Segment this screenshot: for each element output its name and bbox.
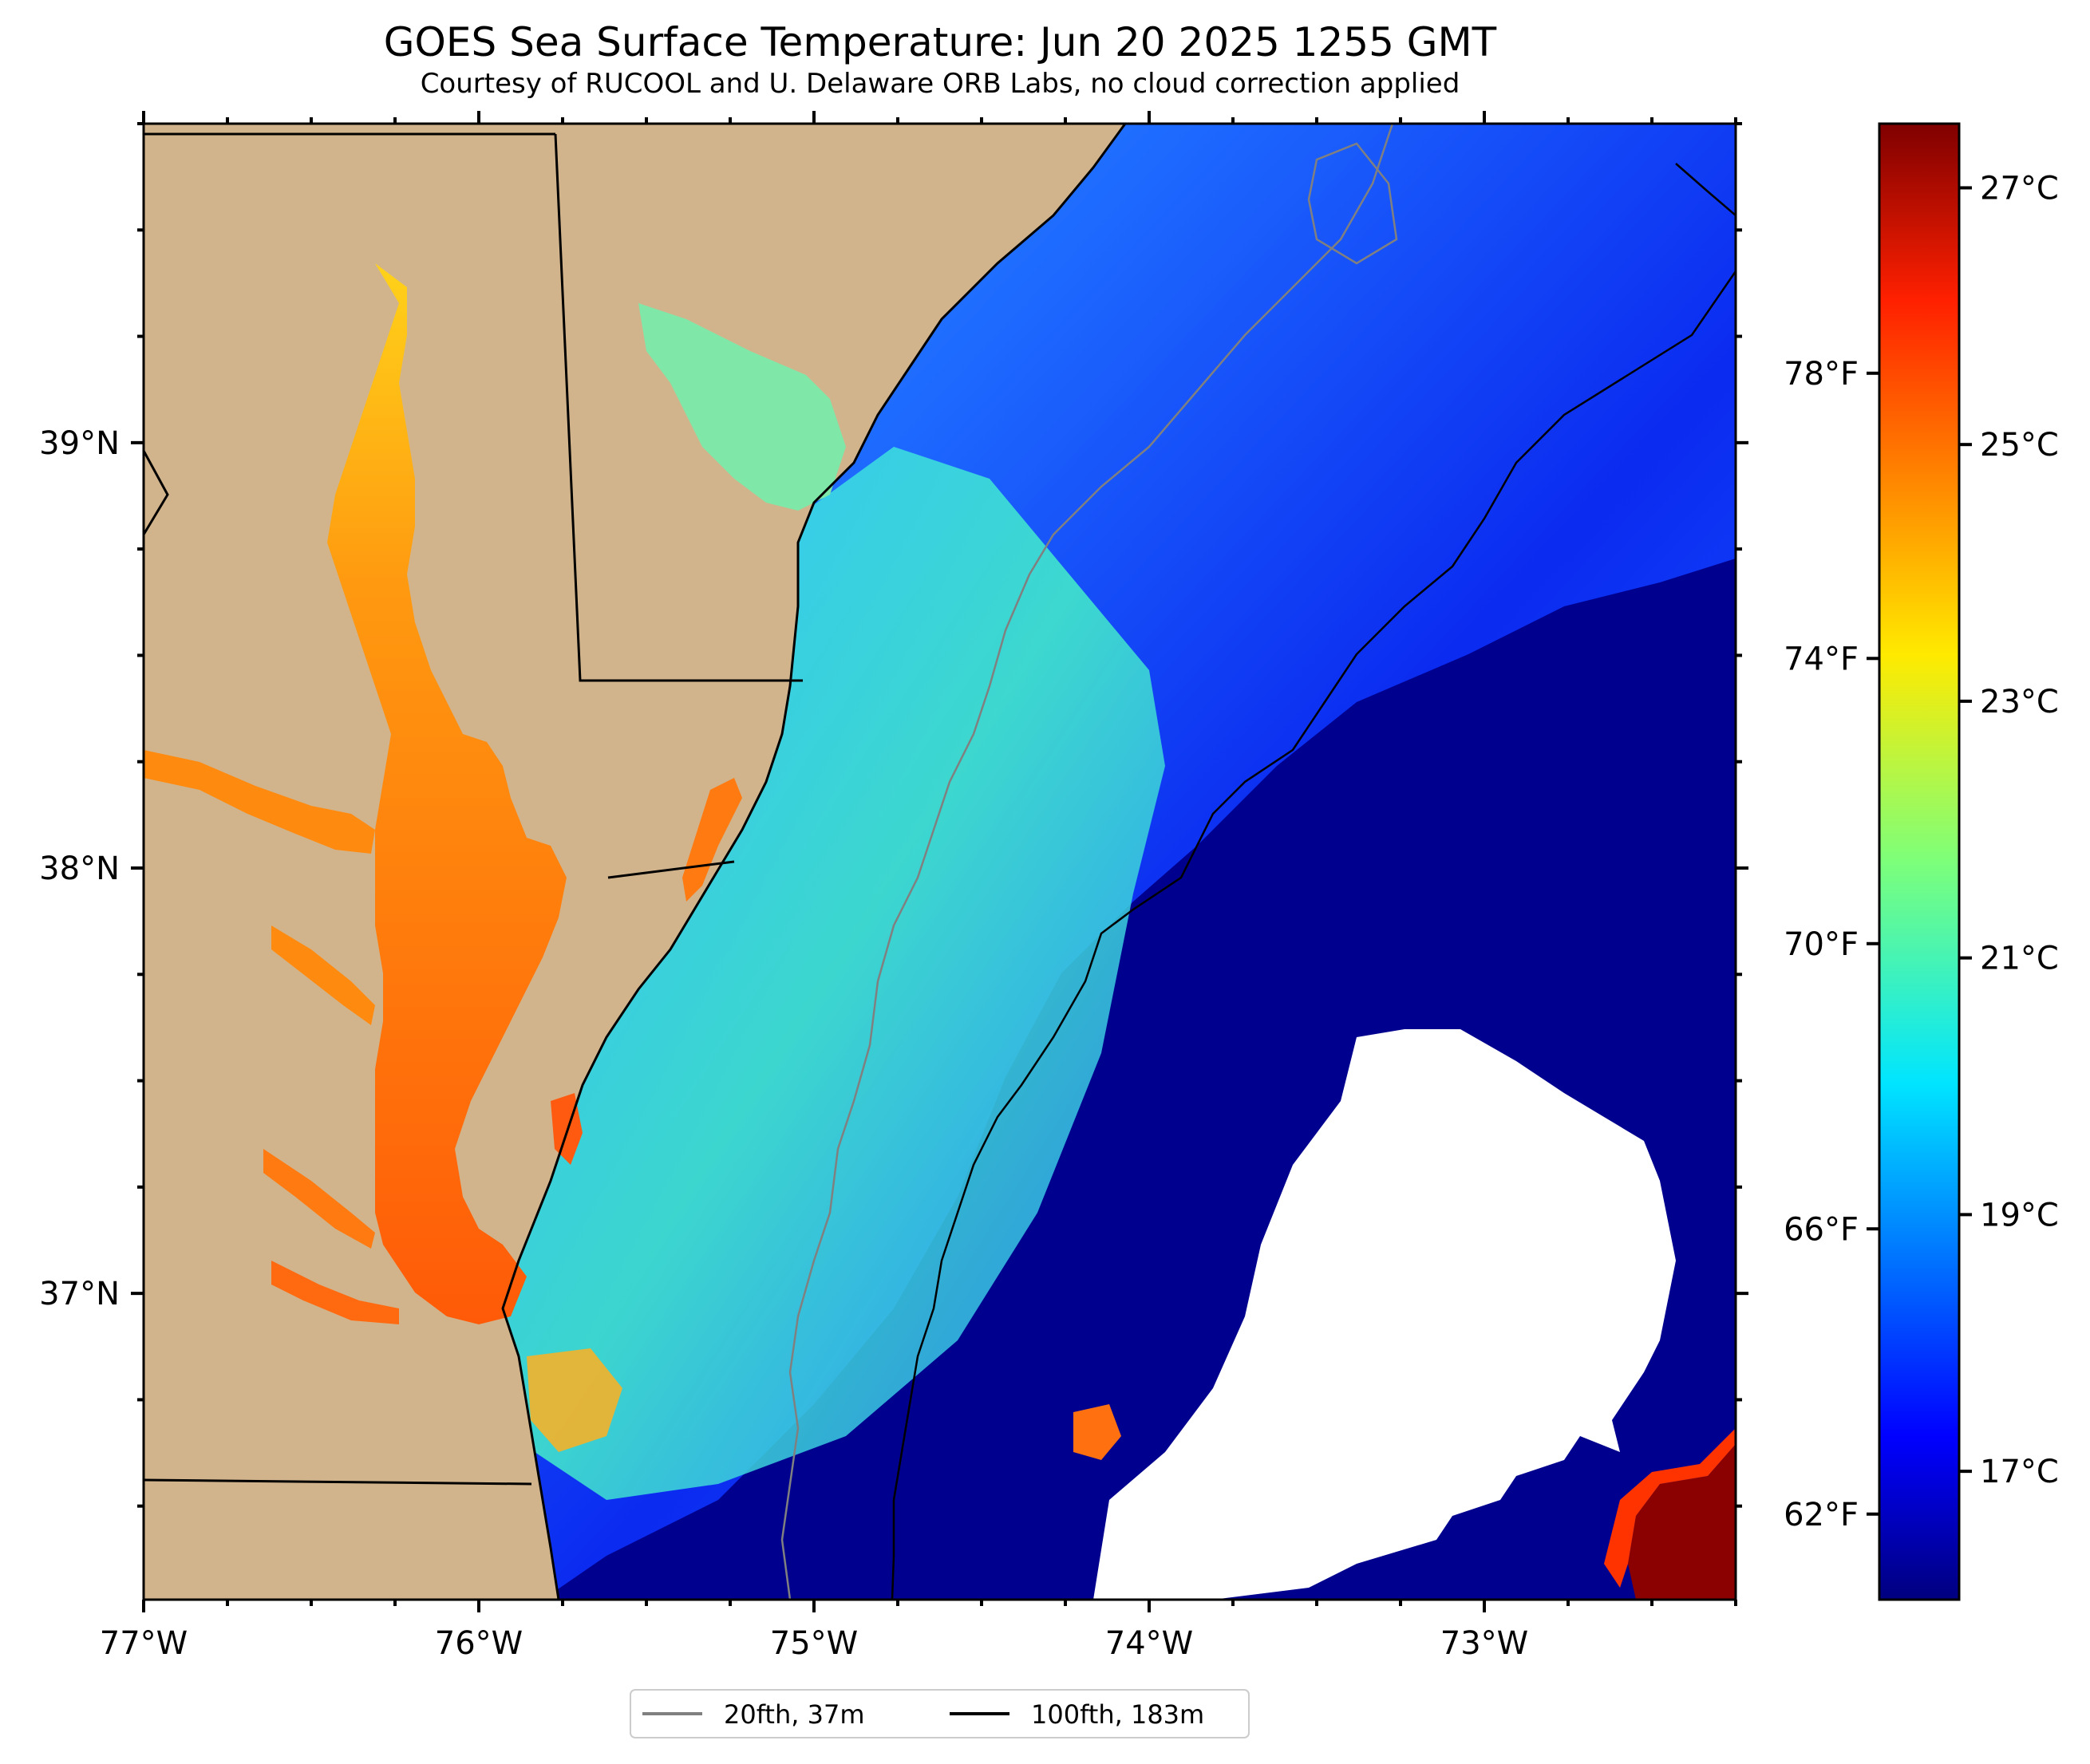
fahrenheit-tick-label: 62°F <box>1784 1497 1859 1533</box>
lon-tick-label: 74°W <box>1105 1625 1193 1662</box>
gulf-stream-edge <box>1604 1428 1736 1588</box>
tributary-rappahannock <box>271 925 375 1025</box>
celsius-tick-label: 27°C <box>1980 170 2059 207</box>
shoreline <box>501 124 1127 1600</box>
isobath-legend: 20fth, 37m 100fth, 183m <box>630 1689 1250 1738</box>
legend-label-20fth: 20fth, 37m <box>724 1699 864 1730</box>
map-ticks: 77°W 76°W 75°W 74°W 73°W 39°N 38°N 37°N <box>39 111 1748 1662</box>
celsius-tick-label: 25°C <box>1980 427 2059 464</box>
lon-tick-label: 77°W <box>100 1625 188 1662</box>
isobath-20fth <box>780 124 1394 1600</box>
map-frame <box>142 122 1737 1601</box>
tributary-potomac <box>144 750 375 854</box>
fahrenheit-tick-label: 74°F <box>1784 641 1859 677</box>
colorbar <box>1878 122 1961 1601</box>
map-subtitle: Courtesy of RUCOOL and U. Delaware ORB L… <box>421 68 1460 100</box>
nearshore-warm-water <box>527 1348 622 1452</box>
fahrenheit-tick-label: 70°F <box>1784 926 1859 963</box>
tributary-james <box>271 1261 399 1324</box>
no-data-cloud-patch <box>1093 1029 1676 1600</box>
warm-eddy <box>1073 1404 1121 1460</box>
state-border-va-nc <box>144 1478 532 1486</box>
celsius-tick-label: 23°C <box>1980 684 2059 720</box>
celsius-tick-label: 21°C <box>1980 941 2059 977</box>
state-border-de-md <box>554 133 803 682</box>
celsius-tick-label: 19°C <box>1980 1197 2059 1233</box>
fahrenheit-tick-label: 78°F <box>1784 356 1859 393</box>
state-border-md-va <box>607 860 735 879</box>
lat-tick-label: 38°N <box>39 850 120 887</box>
delaware-bay <box>638 303 846 511</box>
chesapeake-bay <box>327 263 567 1324</box>
coastal-bays <box>682 778 742 902</box>
map-area <box>144 124 1736 1600</box>
state-border-wv <box>144 450 169 535</box>
legend-label-100fth: 100fth, 183m <box>1031 1699 1204 1730</box>
lon-tick-label: 73°W <box>1440 1625 1528 1662</box>
map-title: GOES Sea Surface Temperature: Jun 20 202… <box>384 19 1497 65</box>
isobath-20fth-loop <box>1307 142 1398 265</box>
gulf-stream-warm-water <box>1628 1444 1736 1600</box>
lon-tick-label: 76°W <box>435 1625 523 1662</box>
colorbar-ticks: 27°C 25°C 23°C 21°C 19°C 17°C 78°F 74°F 70°F 66°F… <box>1784 170 2059 1533</box>
fahrenheit-tick-label: 66°F <box>1784 1211 1859 1248</box>
celsius-tick-label: 17°C <box>1980 1454 2059 1490</box>
shelf-water <box>495 447 1165 1500</box>
lat-tick-label: 37°N <box>39 1276 120 1312</box>
lon-tick-label: 75°W <box>770 1625 858 1662</box>
lat-tick-label: 39°N <box>39 425 120 462</box>
tributary-york <box>263 1149 375 1249</box>
isobath-100fth <box>891 163 1736 1600</box>
